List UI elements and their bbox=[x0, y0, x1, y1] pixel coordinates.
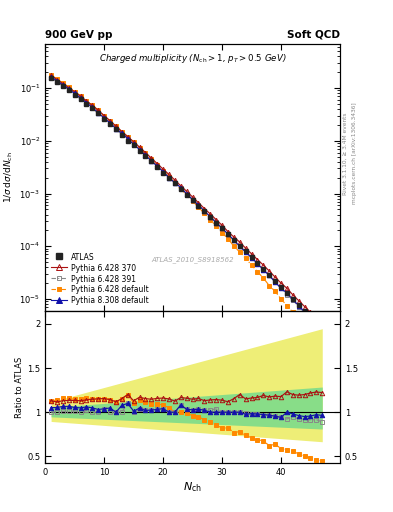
Legend: ATLAS, Pythia 6.428 370, Pythia 6.428 391, Pythia 6.428 default, Pythia 8.308 de: ATLAS, Pythia 6.428 370, Pythia 6.428 39… bbox=[49, 251, 151, 307]
Text: mcplots.cern.ch [arXiv:1306.3436]: mcplots.cern.ch [arXiv:1306.3436] bbox=[352, 103, 357, 204]
Text: 900 GeV pp: 900 GeV pp bbox=[45, 30, 113, 40]
Text: ATLAS_2010_S8918562: ATLAS_2010_S8918562 bbox=[151, 256, 234, 263]
Text: Charged multiplicity ($N_{\rm ch}>1$, $p_T>0.5$ GeV): Charged multiplicity ($N_{\rm ch}>1$, $p… bbox=[99, 52, 286, 65]
Y-axis label: $1/\sigma\,{\rm d}\sigma/{\rm d}N_{\rm ch}$: $1/\sigma\,{\rm d}\sigma/{\rm d}N_{\rm c… bbox=[3, 151, 15, 203]
Y-axis label: Ratio to ATLAS: Ratio to ATLAS bbox=[15, 356, 24, 418]
Text: Rivet 3.1.10, ≥ 3.4M events: Rivet 3.1.10, ≥ 3.4M events bbox=[343, 112, 348, 195]
Text: Soft QCD: Soft QCD bbox=[287, 30, 340, 40]
X-axis label: $N_{\rm ch}$: $N_{\rm ch}$ bbox=[183, 480, 202, 494]
